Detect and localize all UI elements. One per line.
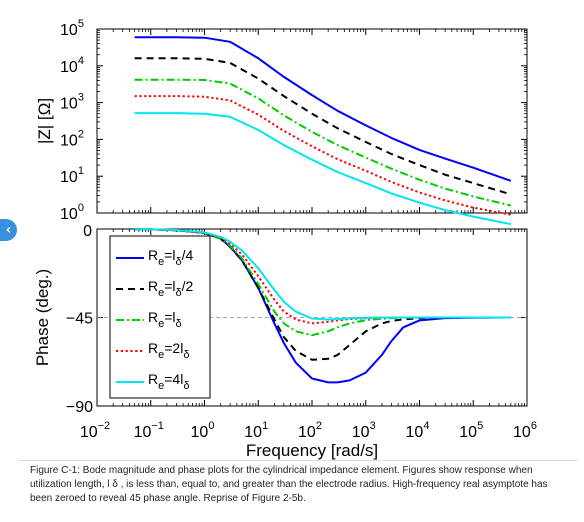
x-tick-label-exponent: 4 bbox=[423, 420, 429, 432]
chevron-left-icon: ‹ bbox=[5, 222, 12, 238]
x-tick-label-exponent: 3 bbox=[370, 420, 376, 432]
legend-label-part: /2 bbox=[182, 278, 194, 294]
x-tick-label-exponent: −1 bbox=[151, 420, 164, 432]
legend-label: Re=lδ/4 bbox=[148, 247, 194, 268]
x-tick-label: 100 bbox=[191, 420, 215, 441]
magnitude-y-tick-label: 101 bbox=[60, 165, 84, 186]
x-tick-label-exponent: 5 bbox=[477, 420, 483, 432]
x-tick-label-base: 10 bbox=[406, 424, 424, 441]
magnitude-series-line bbox=[134, 78, 512, 207]
legend-label: Re=lδ bbox=[148, 309, 182, 330]
phase-series-line bbox=[134, 228, 511, 321]
magnitude-y-tick-label: 104 bbox=[60, 55, 84, 76]
x-tick-label: 104 bbox=[406, 420, 430, 441]
magnitude-y-tick-label-exponent: 3 bbox=[78, 92, 84, 104]
x-tick-label: 10−1 bbox=[134, 420, 164, 441]
x-tick-label-base: 10 bbox=[191, 424, 209, 441]
legend-label-part: =l bbox=[164, 309, 175, 325]
x-tick-label-base: 10 bbox=[513, 424, 531, 441]
magnitude-y-tick-label-base: 10 bbox=[60, 22, 78, 39]
legend-label-part: =2l bbox=[164, 340, 183, 356]
legend-label-part: δ bbox=[176, 318, 182, 330]
legend-label-part: =4l bbox=[164, 371, 183, 387]
x-tick-label: 101 bbox=[244, 420, 268, 441]
legend-label-part: /4 bbox=[182, 247, 194, 263]
x-tick-label-exponent: 0 bbox=[208, 420, 214, 432]
magnitude-y-tick-label: 105 bbox=[60, 18, 84, 39]
magnitude-y-tick-label-exponent: 2 bbox=[78, 128, 84, 140]
x-tick-label: 103 bbox=[352, 420, 376, 441]
legend-label: Re=2lδ bbox=[148, 340, 189, 361]
legend-label-part: e bbox=[158, 287, 164, 299]
legend-label-part: R bbox=[148, 247, 158, 263]
x-tick-label-base: 10 bbox=[298, 424, 316, 441]
magnitude-y-tick-label-base: 10 bbox=[60, 132, 78, 149]
x-tick-label-base: 10 bbox=[80, 424, 98, 441]
phase-y-axis-label: Phase (deg.) bbox=[33, 269, 52, 366]
x-tick-label-base: 10 bbox=[244, 424, 262, 441]
x-tick-label: 102 bbox=[298, 420, 322, 441]
legend-label-part: =l bbox=[164, 247, 175, 263]
legend-label-part: e bbox=[158, 349, 164, 361]
x-tick-label-exponent: 1 bbox=[262, 420, 268, 432]
magnitude-y-tick-label-exponent: 5 bbox=[78, 18, 84, 30]
phase-y-tick-label: −90 bbox=[66, 399, 93, 416]
magnitude-y-tick-label: 103 bbox=[60, 92, 84, 113]
x-tick-label: 106 bbox=[513, 420, 537, 441]
phase-series-line bbox=[134, 228, 511, 361]
phase-y-tick-label: −45 bbox=[66, 311, 93, 328]
magnitude-y-tick-label-base: 10 bbox=[60, 206, 78, 223]
legend-label-part: e bbox=[158, 256, 164, 268]
legend-label-part: δ bbox=[183, 349, 189, 361]
x-tick-label-base: 10 bbox=[134, 424, 152, 441]
legend-box bbox=[109, 235, 211, 399]
legend-label-part: =l bbox=[164, 278, 175, 294]
magnitude-plot-area bbox=[96, 28, 528, 214]
magnitude-series-line bbox=[134, 112, 511, 226]
legend-label-part: R bbox=[148, 340, 158, 356]
magnitude-y-tick-label-base: 10 bbox=[60, 96, 78, 113]
magnitude-y-tick-label-exponent: 1 bbox=[78, 165, 84, 177]
legend-label: Re=lδ/2 bbox=[148, 278, 194, 299]
previous-page-button[interactable]: ‹ bbox=[0, 219, 17, 241]
magnitude-y-tick-label: 100 bbox=[60, 202, 84, 223]
legend-label-part: e bbox=[158, 318, 164, 330]
legend-label-part: δ bbox=[183, 380, 189, 392]
magnitude-y-tick-label-exponent: 4 bbox=[78, 55, 84, 67]
legend-label-part: R bbox=[148, 371, 158, 387]
legend-label-part: δ bbox=[176, 287, 182, 299]
legend-label-part: e bbox=[158, 380, 164, 392]
magnitude-series-line bbox=[134, 57, 512, 196]
x-tick-label-base: 10 bbox=[352, 424, 370, 441]
legend-label-part: R bbox=[148, 278, 158, 294]
x-tick-label-exponent: 2 bbox=[316, 420, 322, 432]
x-tick-label-base: 10 bbox=[459, 424, 477, 441]
x-tick-label: 105 bbox=[459, 420, 483, 441]
x-tick-label-exponent: −2 bbox=[98, 420, 111, 432]
magnitude-y-axis-label: |Z| [Ω] bbox=[35, 98, 54, 144]
x-axis-label: Frequency [rad/s] bbox=[246, 441, 378, 460]
legend-label-part: R bbox=[148, 309, 158, 325]
x-tick-label-exponent: 6 bbox=[531, 420, 537, 432]
x-tick-label: 10−2 bbox=[80, 420, 110, 441]
magnitude-y-tick-label-base: 10 bbox=[60, 59, 78, 76]
magnitude-y-tick-label: 102 bbox=[60, 128, 84, 149]
phase-top-tick-label: 0 bbox=[83, 223, 92, 240]
magnitude-y-tick-label-exponent: 0 bbox=[78, 202, 84, 214]
caption-divider bbox=[18, 460, 578, 461]
magnitude-series-line bbox=[134, 36, 512, 182]
legend-label: Re=4lδ bbox=[148, 371, 189, 392]
figure-caption: Figure C-1: Bode magnitude and phase plo… bbox=[30, 465, 548, 504]
legend-label-part: δ bbox=[176, 256, 182, 268]
magnitude-y-tick-label-base: 10 bbox=[60, 169, 78, 186]
